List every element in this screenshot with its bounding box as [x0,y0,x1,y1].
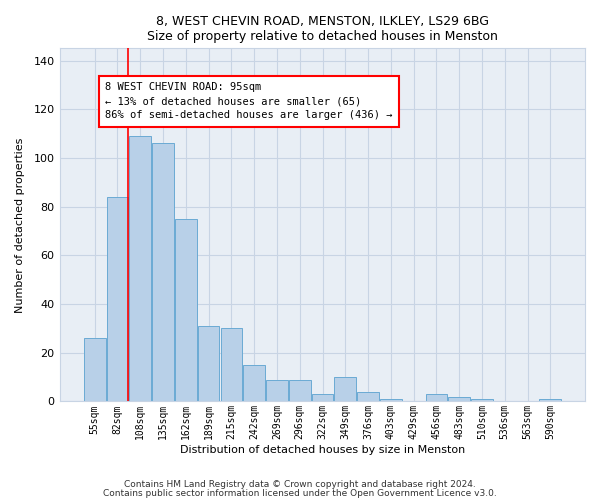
Bar [198,326,220,402]
Bar [380,399,401,402]
Bar [311,394,334,402]
Bar [448,396,470,402]
Text: 8 WEST CHEVIN ROAD: 95sqm
← 13% of detached houses are smaller (65)
86% of semi-: 8 WEST CHEVIN ROAD: 95sqm ← 13% of detac… [106,82,393,120]
Bar [152,144,174,402]
Bar [471,399,493,402]
X-axis label: Distribution of detached houses by size in Menston: Distribution of detached houses by size … [180,445,465,455]
Bar [130,136,151,402]
Bar [357,392,379,402]
Text: Contains HM Land Registry data © Crown copyright and database right 2024.: Contains HM Land Registry data © Crown c… [124,480,476,489]
Bar [289,380,311,402]
Bar [84,338,106,402]
Bar [244,365,265,402]
Bar [107,197,128,402]
Title: 8, WEST CHEVIN ROAD, MENSTON, ILKLEY, LS29 6BG
Size of property relative to deta: 8, WEST CHEVIN ROAD, MENSTON, ILKLEY, LS… [147,15,498,43]
Bar [425,394,447,402]
Bar [539,399,561,402]
Bar [175,219,197,402]
Y-axis label: Number of detached properties: Number of detached properties [15,137,25,312]
Bar [266,380,288,402]
Bar [221,328,242,402]
Text: Contains public sector information licensed under the Open Government Licence v3: Contains public sector information licen… [103,490,497,498]
Bar [334,377,356,402]
